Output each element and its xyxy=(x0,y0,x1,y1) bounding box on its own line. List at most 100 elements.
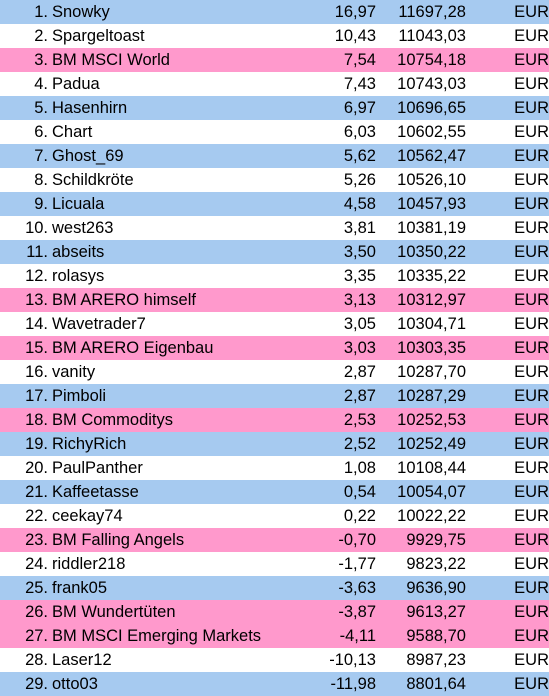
performance-cell: 3,05 xyxy=(343,315,376,333)
rank-cell: 18. xyxy=(25,411,48,429)
portfolio-value-cell: 10304,71 xyxy=(397,315,466,333)
currency-cell: EUR xyxy=(514,507,549,525)
performance-cell: -3,63 xyxy=(338,579,376,597)
currency-cell: EUR xyxy=(514,339,549,357)
performance-cell: -3,87 xyxy=(338,603,376,621)
table-row: 6. Chart 6,03 10602,55 EUR xyxy=(0,120,549,144)
rank-cell: 27. xyxy=(25,627,48,645)
portfolio-value-cell: 10457,93 xyxy=(397,195,466,213)
performance-cell: 3,50 xyxy=(343,243,376,261)
table-row: 25. frank05 -3,63 9636,90 EUR xyxy=(0,576,549,600)
player-name-cell: riddler218 xyxy=(52,555,126,573)
performance-cell: -11,98 xyxy=(330,675,376,693)
rank-cell: 10. xyxy=(25,219,48,237)
currency-cell: EUR xyxy=(514,2,549,21)
currency-cell: EUR xyxy=(514,627,549,645)
rank-cell: 15. xyxy=(25,339,48,357)
portfolio-value-cell: 11043,03 xyxy=(398,27,466,45)
currency-cell: EUR xyxy=(514,603,549,621)
portfolio-value-cell: 9588,70 xyxy=(406,627,466,645)
currency-cell: EUR xyxy=(514,171,549,189)
portfolio-value-cell: 8987,23 xyxy=(406,651,466,669)
table-row: 1. Snowky 16,97 11697,28 EUR xyxy=(0,0,549,24)
table-row: 7. Ghost_69 5,62 10562,47 EUR xyxy=(0,144,549,168)
rank-cell: 24. xyxy=(25,555,48,573)
rank-cell: 14. xyxy=(25,315,48,333)
portfolio-value-cell: 10108,44 xyxy=(397,459,466,477)
rank-cell: 2. xyxy=(34,27,48,45)
performance-cell: 5,26 xyxy=(343,171,376,189)
portfolio-value-cell: 9823,22 xyxy=(406,555,466,573)
currency-cell: EUR xyxy=(514,315,549,333)
rank-cell: 6. xyxy=(34,123,48,141)
player-name-cell: Laser12 xyxy=(52,651,112,669)
performance-cell: 2,53 xyxy=(343,411,376,429)
player-name-cell: Padua xyxy=(52,75,100,93)
performance-cell: 6,03 xyxy=(343,123,376,141)
table-row: 19. RichyRich 2,52 10252,49 EUR xyxy=(0,432,549,456)
portfolio-value-cell: 10350,22 xyxy=(397,243,466,261)
currency-cell: EUR xyxy=(514,123,549,141)
currency-cell: EUR xyxy=(514,267,549,285)
rank-cell: 21. xyxy=(25,483,48,501)
currency-cell: EUR xyxy=(514,243,549,261)
performance-cell: 2,87 xyxy=(343,363,376,381)
portfolio-value-cell: 10754,18 xyxy=(397,51,466,69)
rank-cell: 28. xyxy=(25,651,48,669)
currency-cell: EUR xyxy=(514,435,549,453)
currency-cell: EUR xyxy=(514,195,549,213)
portfolio-value-cell: 10602,55 xyxy=(397,123,466,141)
rank-cell: 5. xyxy=(34,99,48,117)
player-name-cell: BM MSCI Emerging Markets xyxy=(52,627,262,645)
table-row: 20. PaulPanther 1,08 10108,44 EUR xyxy=(0,456,549,480)
currency-cell: EUR xyxy=(514,363,549,381)
currency-cell: EUR xyxy=(514,555,549,573)
player-name-cell: rolasys xyxy=(52,267,105,285)
portfolio-value-cell: 10381,19 xyxy=(397,219,466,237)
table-row: 26. BM Wundertüten -3,87 9613,27 EUR xyxy=(0,600,549,624)
table-row: 13. BM ARERO himself 3,13 10312,97 EUR xyxy=(0,288,549,312)
rank-cell: 25. xyxy=(25,579,48,597)
portfolio-value-cell: 10696,65 xyxy=(397,99,466,117)
rank-cell: 3. xyxy=(34,51,48,69)
rank-cell: 19. xyxy=(25,435,48,453)
player-name-cell: Licuala xyxy=(52,195,105,213)
table-row: 4. Padua 7,43 10743,03 EUR xyxy=(0,72,549,96)
table-row: 21. Kaffeetasse 0,54 10054,07 EUR xyxy=(0,480,549,504)
player-name-cell: otto03 xyxy=(52,675,98,693)
player-name-cell: Hasenhirn xyxy=(52,99,128,117)
currency-cell: EUR xyxy=(514,579,549,597)
portfolio-value-cell: 10287,29 xyxy=(397,387,466,405)
rank-cell: 8. xyxy=(34,171,48,189)
table-row: 27. BM MSCI Emerging Markets -4,11 9588,70 E… xyxy=(0,624,549,648)
performance-cell: 1,08 xyxy=(343,459,376,477)
performance-cell: 3,13 xyxy=(343,291,376,309)
rank-cell: 9. xyxy=(34,195,48,213)
performance-cell: 3,03 xyxy=(343,339,376,357)
currency-cell: EUR xyxy=(514,147,549,165)
player-name-cell: BM Falling Angels xyxy=(52,531,185,549)
performance-cell: 10,43 xyxy=(334,27,376,45)
portfolio-value-cell: 9929,75 xyxy=(406,531,466,549)
player-name-cell: BM ARERO Eigenbau xyxy=(52,339,214,357)
player-name-cell: Pimboli xyxy=(52,387,107,405)
rank-cell: 13. xyxy=(25,291,48,309)
player-name-cell: Snowky xyxy=(52,2,110,21)
rank-cell: 16. xyxy=(25,363,48,381)
performance-cell: 7,54 xyxy=(343,51,376,69)
currency-cell: EUR xyxy=(514,291,549,309)
table-row: 17. Pimboli 2,87 10287,29 EUR xyxy=(0,384,549,408)
player-name-cell: Ghost_69 xyxy=(52,147,124,165)
performance-cell: -10,13 xyxy=(329,651,376,669)
rank-cell: 26. xyxy=(25,603,48,621)
portfolio-value-cell: 10743,03 xyxy=(397,75,466,93)
player-name-cell: RichyRich xyxy=(52,435,127,453)
table-row: 15. BM ARERO Eigenbau 3,03 10303,35 EUR xyxy=(0,336,549,360)
portfolio-value-cell: 10252,49 xyxy=(397,435,466,453)
player-name-cell: BM MSCI World xyxy=(52,51,170,69)
player-name-cell: Schildkröte xyxy=(52,171,134,189)
portfolio-value-cell: 10022,22 xyxy=(397,507,466,525)
performance-cell: 0,22 xyxy=(343,507,376,525)
portfolio-value-cell: 10526,10 xyxy=(397,171,466,189)
player-name-cell: abseits xyxy=(52,243,105,261)
